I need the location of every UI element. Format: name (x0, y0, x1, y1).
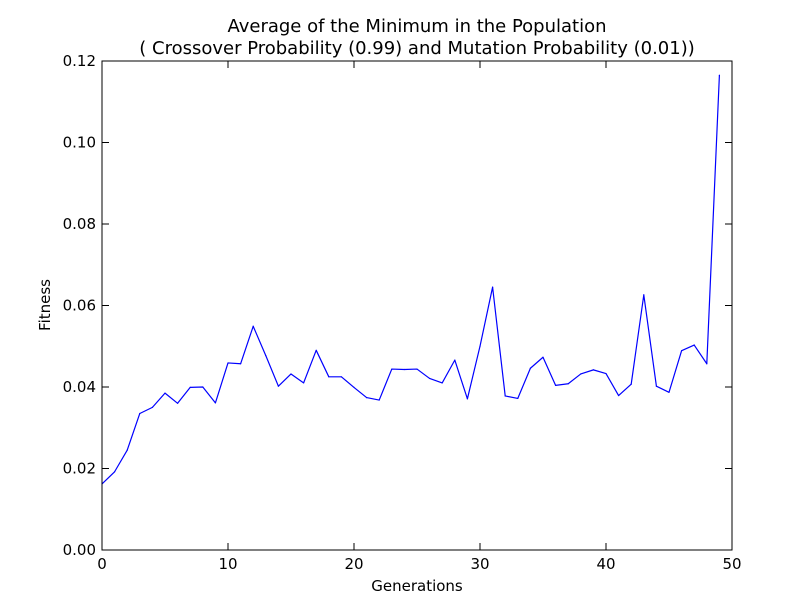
x-tick-label: 40 (596, 555, 615, 573)
x-tick-label: 50 (722, 555, 741, 573)
data-point (340, 376, 342, 378)
series-layer (101, 74, 721, 485)
data-point (630, 383, 632, 385)
data-point (126, 449, 128, 451)
y-tick-label: 0.00 (63, 541, 96, 559)
data-point (555, 384, 557, 386)
data-point (227, 362, 229, 364)
data-point (391, 368, 393, 370)
data-point (214, 402, 216, 404)
x-axis-label: Generations (371, 577, 463, 595)
data-point (277, 385, 279, 387)
data-point (517, 397, 519, 400)
x-tick-label: 10 (218, 555, 237, 573)
data-point (240, 363, 242, 365)
data-point (592, 369, 595, 371)
chart-title-line1: Average of the Minimum in the Population (227, 16, 606, 37)
data-point (177, 402, 179, 404)
data-point (454, 359, 456, 361)
series-line-0 (101, 75, 720, 485)
data-point (643, 294, 645, 296)
data-point (403, 368, 405, 371)
y-tick-label: 0.08 (63, 215, 96, 233)
y-tick-label: 0.06 (63, 297, 96, 315)
data-point (139, 412, 141, 415)
data-point (328, 376, 330, 378)
data-point (542, 356, 544, 358)
data-point (366, 396, 368, 399)
data-point (164, 392, 166, 394)
data-point (151, 406, 153, 408)
data-point (479, 345, 481, 347)
y-tick-label: 0.04 (63, 378, 96, 396)
data-point (580, 373, 582, 375)
data-point (378, 399, 380, 401)
data-point (189, 386, 191, 389)
data-point (529, 367, 532, 369)
data-point (353, 386, 355, 389)
data-point (693, 344, 695, 346)
x-tick-label: 20 (344, 555, 363, 573)
data-point (114, 471, 116, 473)
data-point (429, 377, 431, 380)
data-point (706, 363, 708, 365)
y-axis-label: Fitness (36, 279, 54, 331)
data-point (668, 391, 670, 393)
x-tick-label: 30 (470, 555, 489, 573)
data-point (492, 286, 494, 288)
data-point (290, 373, 292, 375)
data-point (618, 394, 620, 397)
data-point (655, 385, 658, 387)
y-axis-ticks: 0.00 0.02 0.04 0.06 0.08 0.10 0.12 (63, 52, 732, 559)
x-tick-label: 0 (97, 555, 107, 573)
data-point (605, 372, 607, 375)
plot-frame (101, 60, 733, 551)
data-point (265, 355, 267, 357)
data-point (504, 395, 506, 397)
chart-title-line2: ( Crossover Probability (0.99) and Mutat… (139, 38, 695, 59)
data-point (466, 398, 468, 400)
data-point (315, 349, 317, 351)
data-point (252, 325, 254, 327)
data-point (681, 350, 683, 352)
y-tick-label: 0.12 (63, 52, 96, 70)
data-point (416, 368, 418, 370)
data-point (303, 382, 305, 384)
x-axis-ticks: 0 10 20 30 40 50 (97, 61, 742, 573)
data-point (441, 382, 443, 384)
y-tick-label: 0.10 (63, 134, 96, 152)
data-point (718, 74, 721, 76)
y-tick-label: 0.02 (63, 460, 96, 478)
data-point (567, 383, 569, 385)
data-point (202, 386, 204, 388)
